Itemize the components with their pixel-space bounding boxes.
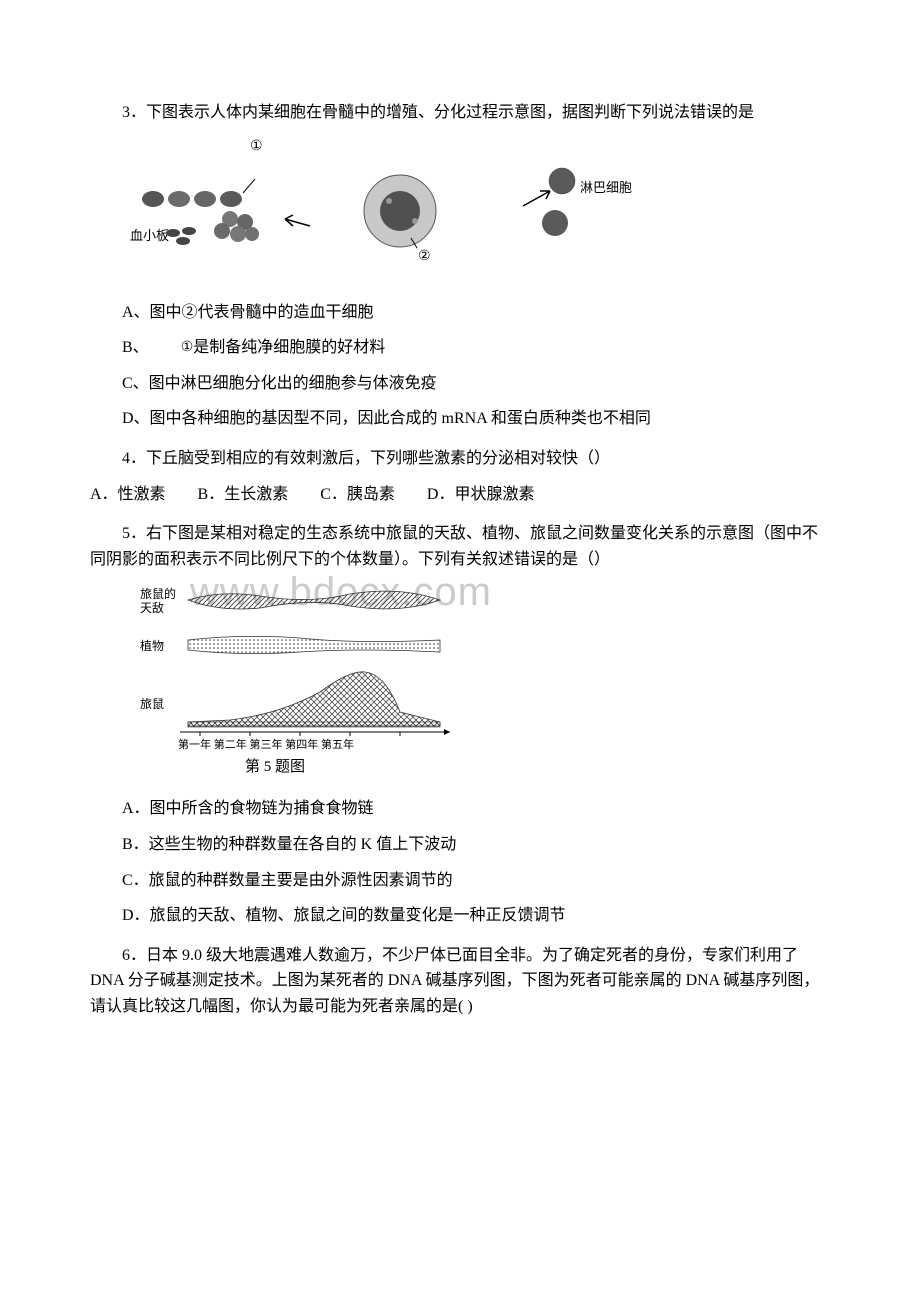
q3-option-b-rest: 是制备纯净细胞膜的好材料	[193, 339, 385, 356]
question-6: 6．日本 9.0 级大地震遇难人数逾万，不少尸体已面目全非。为了确定死者的身份，…	[90, 943, 830, 1020]
question-4: 4．下丘脑受到相应的有效刺激后，下列哪些激素的分泌相对较快（） A．性激素 B．…	[90, 446, 830, 507]
q5-option-b: B．这些生物的种群数量在各自的 K 值上下波动	[90, 832, 830, 858]
q3-option-b-prefix: B、	[122, 339, 149, 356]
q3-option-b-circle: ①	[149, 337, 194, 359]
q3-figure: ① 血小板 ② 淋巴细胞	[130, 136, 650, 286]
q6-stem: 6．日本 9.0 级大地震遇难人数逾万，不少尸体已面目全非。为了确定死者的身份，…	[90, 943, 830, 1020]
q3-stem: 3．下图表示人体内某细胞在骨髓中的增殖、分化过程示意图，据图判断下列说法错误的是	[90, 100, 830, 126]
q3-left-cells-icon	[135, 171, 325, 261]
q3-option-a: A、图中②代表骨髓中的造血干细胞	[90, 300, 830, 326]
q5-option-a: A．图中所含的食物链为捕食食物链	[90, 796, 830, 822]
q4-stem: 4．下丘脑受到相应的有效刺激后，下列哪些激素的分泌相对较快（）	[90, 446, 830, 472]
q5-figure-wrapper: www.bdocx.com 旅鼠的 天敌 植物 旅鼠 第一年 第二年 第三年 第…	[130, 582, 830, 782]
question-3: 3．下图表示人体内某细胞在骨髓中的增殖、分化过程示意图，据图判断下列说法错误的是…	[90, 100, 830, 432]
q5-figure: 旅鼠的 天敌 植物 旅鼠 第一年 第二年 第三年 第四年 第五年 第 5 题图	[140, 582, 480, 782]
q4-options: A．性激素 B．生长激素 C．胰岛素 D．甲状腺激素	[90, 482, 830, 508]
q3-center-cell-icon	[345, 166, 455, 256]
q5-option-d: D．旅鼠的天敌、植物、旅鼠之间的数量变化是一种正反馈调节	[90, 903, 830, 929]
q3-option-d: D、图中各种细胞的基因型不同，因此合成的 mRNA 和蛋白质种类也不相同	[90, 406, 830, 432]
q5-chart-icon	[140, 582, 480, 742]
question-5: 5．右下图是某相对稳定的生态系统中旅鼠的天敌、植物、旅鼠之间数量变化关系的示意图…	[90, 521, 830, 929]
q3-option-c: C、图中淋巴细胞分化出的细胞参与体液免疫	[90, 371, 830, 397]
q5-option-c: C．旅鼠的种群数量主要是由外源性因素调节的	[90, 868, 830, 894]
q3-label-circle-1: ①	[250, 136, 263, 158]
q3-right-cells-icon	[520, 161, 650, 261]
q5-stem: 5．右下图是某相对稳定的生态系统中旅鼠的天敌、植物、旅鼠之间数量变化关系的示意图…	[90, 521, 830, 572]
q3-option-b: B、①是制备纯净细胞膜的好材料	[90, 335, 830, 361]
q5-figure-title: 第 5 题图	[245, 755, 305, 779]
